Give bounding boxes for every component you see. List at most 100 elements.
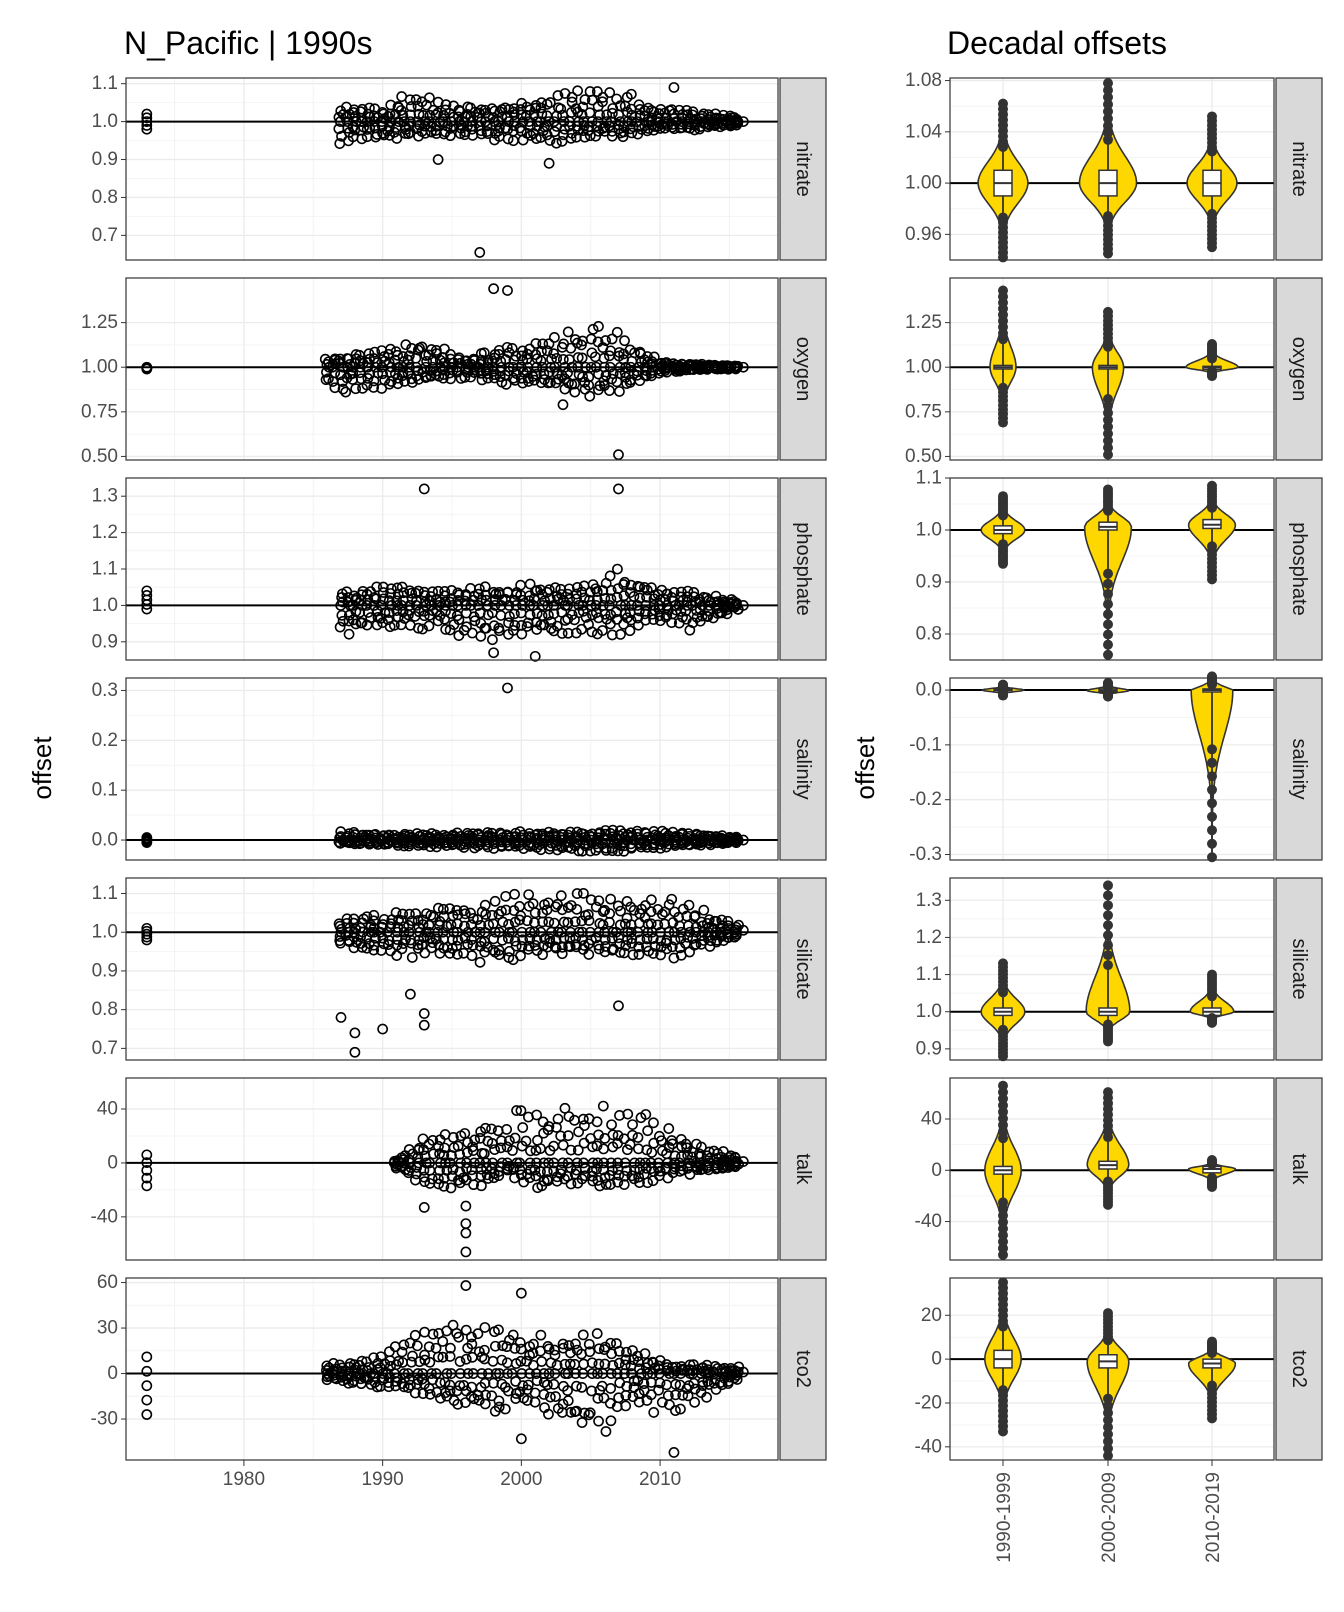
left-talk-data-point [642, 1125, 654, 1137]
left-phosphate-data-point [619, 576, 631, 588]
left-talk-data-point [475, 1170, 487, 1182]
left-silicate-data-point [368, 909, 380, 921]
left-phosphate-data-point [730, 600, 742, 611]
left-talk-data-point [515, 1105, 527, 1117]
left-silicate-data-point [645, 894, 657, 906]
right-salinity-outlier-dot [1103, 691, 1113, 702]
left-x-tick-label: 2010 [639, 1469, 681, 1490]
left-oxygen-data-point [362, 361, 374, 373]
right-oxygen-y-tick-label: 1.00 [905, 357, 942, 378]
left-tco2-data-point [509, 1343, 521, 1354]
left-talk-data-point [627, 1119, 638, 1131]
right-salinity-outlier-dot [1207, 852, 1217, 863]
left-oxygen-data-point [522, 348, 533, 360]
right-nitrate-outlier-dot [1103, 248, 1113, 259]
left-phosphate-data-point [578, 592, 590, 604]
right-oxygen-y-tick-label: 1.25 [905, 312, 942, 333]
left-tco2-data-point [737, 1366, 749, 1378]
left-tco2-data-point [406, 1356, 417, 1368]
right-oxygen-outlier-dots [1103, 306, 1113, 460]
left-tco2-data-point [670, 1389, 681, 1401]
left-silicate-data-point [570, 932, 582, 944]
left-tco2-data-point [688, 1359, 699, 1371]
left-nitrate-data-point [572, 85, 584, 97]
left-oxygen-data-point [551, 368, 563, 379]
left-phosphate-points [141, 483, 749, 662]
left-talk-data-point [501, 1141, 513, 1153]
left-nitrate-data-point [348, 104, 360, 116]
left-silicate-data-point [493, 949, 505, 961]
left-oxygen-data-point [583, 379, 595, 391]
left-talk-data-point [632, 1132, 644, 1143]
left-silicate-data-point [391, 926, 403, 938]
left-phosphate-data-point [432, 615, 444, 627]
left-phosphate-data-point [343, 628, 355, 640]
right-talk-panel-border [949, 1077, 1275, 1261]
left-tco2-data-point [606, 1348, 617, 1360]
left-talk-data-point [413, 1157, 425, 1169]
left-oxygen-data-point [516, 350, 528, 362]
right-silicate-outlier-dot [1103, 900, 1113, 911]
left-talk-data-point [591, 1140, 603, 1152]
left-salinity-data-point [590, 844, 602, 856]
left-x-tick-label: 1990 [361, 1469, 403, 1490]
left-oxygen-outlier-point [557, 399, 569, 411]
left-phosphate-data-point [479, 622, 491, 634]
right-nitrate-facet-strip [1275, 77, 1323, 261]
left-tco2-data-point [719, 1366, 731, 1378]
left-phosphate-data-point [688, 587, 700, 598]
left-talk-y-tick-label: 0 [107, 1152, 118, 1173]
left-silicate-data-point [458, 905, 470, 917]
right-silicate-panel-border [949, 877, 1275, 1061]
left-silicate-data-point [432, 902, 444, 914]
left-phosphate-data-point [702, 611, 714, 622]
left-oxygen-data-point [580, 361, 592, 373]
left-nitrate-data-point [514, 122, 526, 134]
right-tco2-outlier-dot [1103, 1436, 1113, 1447]
left-nitrate-data-point [530, 133, 542, 144]
left-tco2-data-point [633, 1396, 645, 1408]
right-silicate-y-tick-label: 1.0 [916, 1001, 942, 1022]
left-nitrate-data-point [391, 133, 403, 144]
left-oxygen-data-point [576, 352, 588, 364]
left-oxygen-outlier-point [488, 283, 500, 295]
left-silicate-data-point [412, 939, 424, 951]
left-nitrate-data-point [424, 92, 435, 104]
left-silicate-data-point [474, 956, 486, 968]
left-phosphate-data-point [536, 610, 548, 622]
left-salinity-data-point [695, 830, 706, 842]
left-nitrate-data-point [417, 110, 429, 121]
left-phosphate-data-point [624, 625, 636, 637]
left-nitrate-data-point [395, 105, 407, 116]
left-tco2-facet: -30 0 30 60 tco2 [91, 1272, 827, 1461]
left-oxygen-data-point [369, 346, 381, 358]
left-talk-data-point [468, 1157, 480, 1169]
left-phosphate-outlier-point [613, 483, 624, 495]
right-oxygen-y-tick-label: 0.50 [905, 446, 942, 467]
left-silicate-data-point [647, 933, 659, 944]
left-talk-y-tick-label: 40 [97, 1099, 118, 1120]
right-nitrate-y-tick-label: 1.08 [905, 70, 942, 91]
left-oxygen-data-point [585, 333, 597, 345]
right-oxygen-outlier-dot [998, 285, 1008, 296]
right-oxygen-outlier-dot [1103, 449, 1113, 460]
left-silicate-facet: 0.7 0.8 0.9 1.0 1.1 silicate [92, 877, 827, 1061]
left-nitrate-data-point [440, 99, 452, 111]
left-silicate-data-point [141, 925, 153, 937]
left-phosphate-data-point [473, 583, 485, 595]
left-talk-data-point [418, 1164, 430, 1176]
left-phosphate-data-point [597, 625, 608, 636]
left-talk-data-point [573, 1126, 585, 1138]
left-talk-data-point [557, 1157, 569, 1169]
right-salinity-outlier-dots [1103, 677, 1113, 702]
left-talk-data-point [629, 1157, 640, 1169]
left-tco2-data-point [605, 1415, 617, 1427]
left-tco2-data-point [452, 1398, 464, 1410]
left-talk-data-point [682, 1149, 694, 1161]
left-tco2-data-point [613, 1357, 625, 1369]
left-phosphate-data-point [141, 589, 153, 601]
left-nitrate-data-point [730, 116, 742, 128]
left-talk-data-point [529, 1164, 541, 1176]
left-tco2-outlier-point [515, 1287, 527, 1299]
left-phosphate-data-point [615, 629, 626, 640]
